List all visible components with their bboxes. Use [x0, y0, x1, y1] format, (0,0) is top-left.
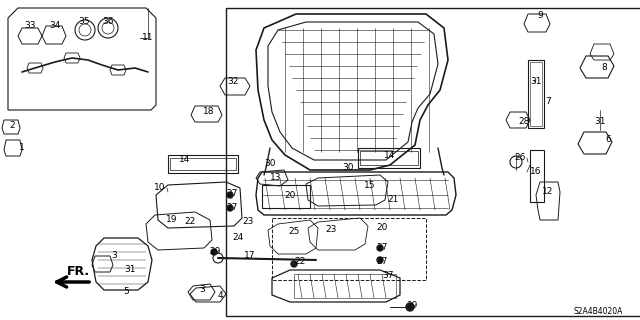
Text: 37: 37	[382, 270, 394, 279]
Text: S2A4B4020A: S2A4B4020A	[573, 308, 623, 316]
Bar	[170, 158, 236, 170]
Text: 36: 36	[102, 18, 114, 27]
Text: 16: 16	[531, 167, 541, 177]
Text: FR.: FR.	[67, 265, 90, 278]
Text: 7: 7	[545, 98, 551, 107]
Text: 24: 24	[232, 234, 244, 243]
Bar	[530, 62, 542, 126]
Text: 14: 14	[384, 150, 396, 159]
Text: 27: 27	[227, 189, 237, 198]
Text: 35: 35	[78, 18, 90, 27]
Text: 30: 30	[264, 158, 276, 167]
Text: 33: 33	[24, 21, 36, 30]
Text: 12: 12	[542, 188, 554, 196]
Circle shape	[291, 261, 297, 267]
Text: 27: 27	[227, 204, 237, 212]
Circle shape	[377, 245, 383, 251]
Bar	[294, 274, 396, 298]
Text: 10: 10	[154, 183, 166, 193]
Bar	[226, 8, 640, 316]
Bar	[358, 148, 420, 168]
Text: 20: 20	[376, 223, 388, 233]
Text: 3: 3	[199, 285, 205, 294]
Bar	[272, 218, 426, 280]
Text: 29: 29	[209, 247, 221, 257]
Text: 15: 15	[364, 180, 376, 189]
Text: 22: 22	[184, 218, 196, 227]
Text: 20: 20	[284, 191, 296, 201]
Circle shape	[211, 249, 217, 255]
Text: 4: 4	[217, 292, 223, 300]
Text: 30: 30	[342, 164, 354, 172]
Text: 27: 27	[376, 257, 388, 266]
Text: 9: 9	[537, 12, 543, 20]
Text: 2: 2	[9, 122, 15, 131]
Text: 34: 34	[49, 21, 61, 30]
Text: 1: 1	[19, 143, 25, 153]
Text: 31: 31	[124, 266, 136, 275]
Bar	[262, 185, 310, 208]
Bar	[360, 151, 418, 165]
Text: 29: 29	[406, 301, 418, 310]
Text: 11: 11	[142, 34, 154, 43]
Text: 27: 27	[376, 244, 388, 252]
Bar	[168, 155, 238, 173]
Text: 26: 26	[515, 154, 525, 163]
Text: 23: 23	[325, 226, 337, 235]
Circle shape	[227, 192, 233, 198]
Text: 3: 3	[111, 251, 117, 260]
Text: 22: 22	[294, 258, 306, 267]
Circle shape	[406, 303, 414, 311]
Text: 21: 21	[387, 196, 399, 204]
Text: 17: 17	[244, 252, 256, 260]
Text: 5: 5	[123, 287, 129, 297]
Text: 31: 31	[531, 77, 541, 86]
Text: 31: 31	[595, 117, 605, 126]
Bar	[530, 150, 544, 202]
Text: 19: 19	[166, 215, 178, 225]
Circle shape	[227, 205, 233, 211]
Circle shape	[377, 257, 383, 263]
Text: 25: 25	[288, 228, 300, 236]
Text: 8: 8	[601, 63, 607, 73]
Text: 18: 18	[204, 108, 215, 116]
Text: 6: 6	[605, 135, 611, 145]
Text: 13: 13	[270, 173, 282, 182]
Text: 28: 28	[518, 117, 530, 126]
Text: 14: 14	[179, 156, 191, 164]
Bar	[528, 60, 544, 128]
Text: 32: 32	[227, 77, 239, 86]
Text: 23: 23	[243, 218, 253, 227]
